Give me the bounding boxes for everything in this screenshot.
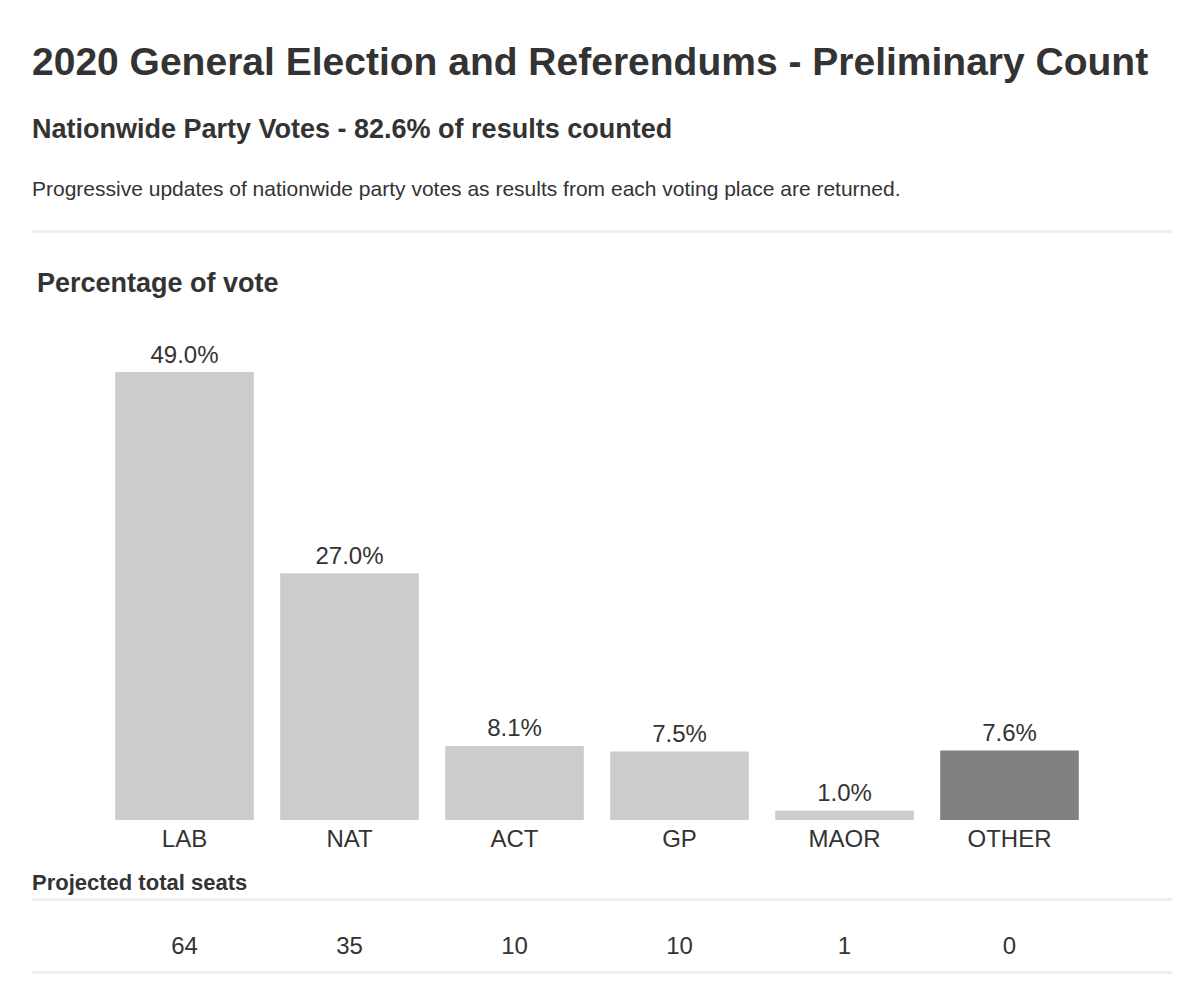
html-text:Projected total seats: Projected total seats: [32, 870, 248, 895]
svg-text:NAT: NAT: [326, 825, 373, 852]
html-text:Nationwide Party Votes - 82.6%: Nationwide Party Votes - 82.6% of result…: [32, 114, 673, 144]
svg-text:7.5%: 7.5%: [652, 720, 707, 747]
html-text:0: 0: [1002, 932, 1017, 959]
svg-text:7.6%: 7.6%: [982, 719, 1037, 746]
svg-text:27.0%: 27.0%: [315, 542, 383, 569]
svg-text:Percentage of vote: Percentage of vote: [37, 268, 279, 298]
svg-text:49.0%: 49.0%: [150, 341, 218, 368]
svg-text:ACT: ACT: [491, 825, 539, 852]
html-text:10: 10: [501, 932, 528, 959]
html-text:Progressive updates of nationw: Progressive updates of nationwide party …: [32, 177, 901, 200]
svg-text:8.1%: 8.1%: [487, 714, 542, 741]
html-text:35: 35: [336, 932, 363, 959]
svg-text:GP: GP: [662, 825, 697, 852]
svg-text:LAB: LAB: [162, 825, 207, 852]
html-text:64: 64: [171, 932, 198, 959]
svg-text:OTHER: OTHER: [968, 825, 1052, 852]
html-text:10: 10: [666, 932, 693, 959]
html-text:1: 1: [837, 932, 852, 959]
html-text:2020 General Election and Refe: 2020 General Election and Referendums - …: [32, 40, 1149, 83]
svg-text:1.0%: 1.0%: [817, 779, 872, 806]
svg-text:MAOR: MAOR: [809, 825, 881, 852]
